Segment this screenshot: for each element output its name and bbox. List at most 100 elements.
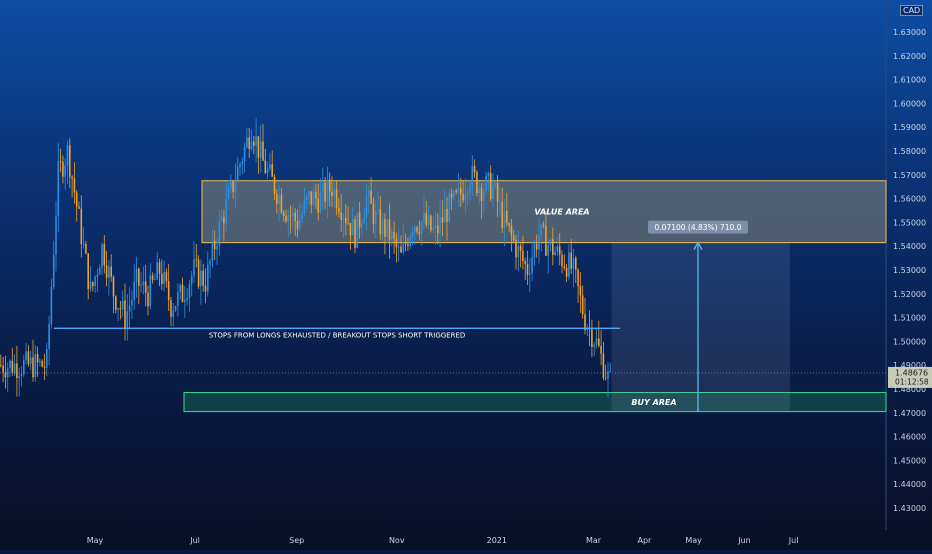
candle-body (489, 173, 492, 200)
candle-body (253, 141, 255, 146)
candle-body (593, 344, 595, 347)
candle-body (335, 188, 338, 208)
candle-body (519, 245, 522, 252)
candle-body (473, 166, 476, 173)
candle-body (317, 198, 319, 213)
candle-body (259, 141, 262, 158)
candle-body (319, 192, 322, 213)
candle-body (151, 275, 154, 280)
price-tag-box[interactable] (888, 366, 932, 388)
candle-body (163, 271, 165, 284)
price-tag-value: 1.48676 (895, 368, 928, 377)
candle-body (264, 160, 267, 173)
candle-body (243, 146, 246, 162)
candle-body (89, 281, 92, 290)
price-axis[interactable]: 1.43000 1.44000 1.45000 1.46000 1.47000 1.480… (893, 28, 926, 513)
candle-body (351, 219, 354, 236)
candle-body (39, 360, 41, 363)
candle-body (365, 196, 368, 218)
breakout-note: STOPS FROM LONGS EXHAUSTED / BREAKOUT ST… (209, 331, 466, 339)
candle-body (538, 235, 540, 250)
candle-body (483, 190, 485, 201)
candle-body (230, 180, 232, 189)
candle-body (73, 178, 76, 193)
price-tick-label: 1.44000 (893, 480, 926, 489)
candle-body (202, 270, 204, 286)
candle-body (75, 192, 78, 207)
candle-body (184, 300, 186, 302)
candle-body (301, 213, 303, 219)
candle-body (437, 225, 439, 234)
candle-body (581, 295, 584, 315)
candle-body (572, 257, 575, 269)
candle-body (595, 338, 598, 345)
candle-body (223, 217, 225, 224)
candle-body (407, 244, 409, 247)
time-tick-label: May (87, 536, 104, 545)
candle-body (156, 262, 158, 280)
candle-body (18, 376, 20, 379)
candle-body (204, 285, 207, 292)
candle-body (455, 191, 457, 193)
candle-body (308, 191, 310, 197)
candle-body (579, 286, 582, 296)
time-tick-label: May (685, 536, 702, 545)
candle-body (131, 299, 133, 306)
price-tick-label: 1.51000 (893, 314, 926, 323)
candle-body (276, 193, 278, 205)
candle-body (280, 195, 283, 213)
candle-body (549, 239, 552, 246)
candle-body (278, 195, 280, 205)
candle-body (292, 212, 294, 217)
candle-body (29, 357, 32, 364)
candle-body (492, 185, 494, 200)
candle-body (607, 371, 609, 379)
candle-body (287, 215, 290, 222)
measure-label: 0.07100 (4.83%) 710.0 (655, 223, 742, 232)
candle-body (71, 176, 73, 179)
candle-body (147, 292, 149, 307)
currency-badge[interactable]: CAD (900, 5, 924, 16)
candle-body (9, 360, 11, 368)
candle-body (94, 276, 96, 287)
candle-body (604, 377, 607, 379)
time-tick-label: Jul (788, 536, 799, 545)
candle-body (46, 348, 48, 368)
candle-body (305, 196, 308, 201)
candle-body (179, 284, 181, 292)
buy-area-label: BUY AREA (631, 398, 676, 407)
candle-body (4, 372, 7, 378)
candle-body (158, 262, 161, 274)
candle-body (161, 273, 163, 284)
candle-body (425, 212, 428, 225)
candle-body (354, 219, 356, 248)
candle-body (397, 246, 400, 248)
candle-body (0, 365, 2, 366)
candle-body (395, 238, 398, 248)
candle-body (282, 212, 285, 216)
candle-body (50, 286, 53, 324)
candle-body (349, 223, 352, 236)
candle-body (443, 208, 446, 223)
candle-body (393, 231, 395, 239)
candle-body (241, 161, 244, 165)
price-tick-label: 1.46000 (893, 433, 926, 442)
candle-body (172, 310, 175, 317)
time-tick-label: Sep (289, 536, 304, 545)
candle-body (568, 252, 570, 277)
candle-body (138, 268, 140, 286)
candle-body (92, 281, 94, 287)
candle-body (177, 291, 179, 307)
buy-area-zone[interactable] (183, 392, 887, 413)
candle-body (80, 208, 83, 245)
candle-body (144, 281, 147, 293)
price-tick-label: 1.58000 (893, 147, 926, 156)
time-tick-label: Apr (637, 536, 652, 545)
candle-body (315, 192, 317, 199)
candle-body (188, 284, 191, 299)
candle-body (52, 254, 55, 287)
time-tick-label: Jun (737, 536, 751, 545)
time-axis[interactable]: May Jul Sep Nov 2021 Mar Apr May Jun Jul (87, 536, 799, 545)
